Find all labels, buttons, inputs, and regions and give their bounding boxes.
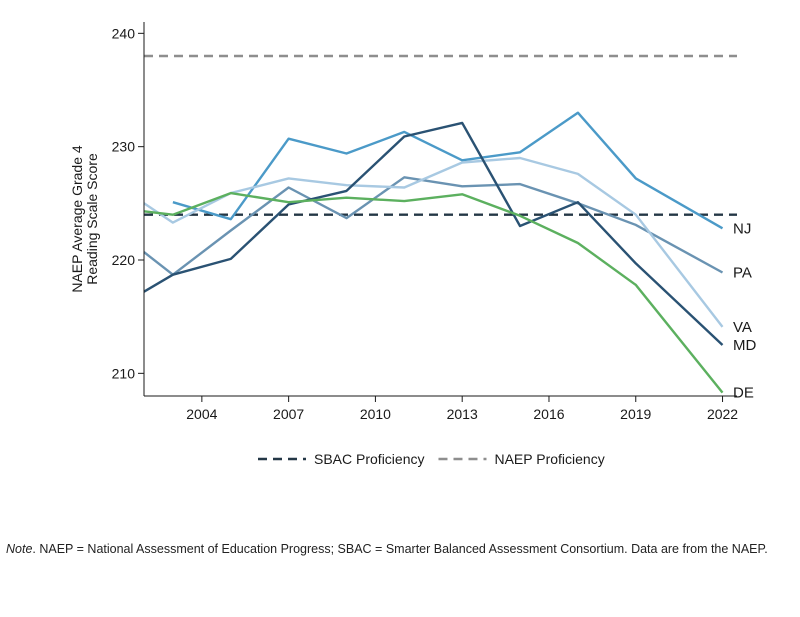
series-end-label-4: DE — [733, 385, 754, 402]
y-tick-label-3: 240 — [112, 25, 136, 41]
legend-label-1: NAEP Proficiency — [494, 451, 604, 467]
series-lines — [143, 111, 724, 394]
series-line-3 — [143, 121, 724, 346]
series-line-4 — [143, 191, 724, 394]
series-end-label-3: MD — [733, 337, 756, 354]
series-line-2 — [143, 156, 724, 328]
series-line-0 — [172, 111, 724, 230]
line-chart: 210 220 230 240 2004 2007 2010 2013 2016 2019 2022… — [69, 22, 756, 467]
series-end-label-2: VA — [733, 319, 752, 336]
legend-label-0: SBAC Proficiency — [314, 451, 424, 467]
y-axis-title-line-0: NAEP Average Grade 4 — [69, 145, 85, 293]
legend: SBAC Proficiency NAEP Proficiency — [258, 451, 605, 467]
y-tick-label-0: 210 — [112, 365, 136, 381]
note-text: . NAEP = National Assessment of Educatio… — [32, 542, 768, 556]
x-tick-label-5: 2019 — [620, 406, 651, 422]
y-axis-title: NAEP Average Grade 4Reading Scale Score — [69, 145, 100, 293]
x-tick-label-0: 2004 — [186, 406, 217, 422]
x-tick-label-4: 2016 — [533, 406, 564, 422]
x-tick-label-6: 2022 — [707, 406, 738, 422]
figure-note: Note. NAEP = National Assessment of Educ… — [6, 540, 796, 558]
y-axis-title-line-1: Reading Scale Score — [84, 153, 100, 285]
series-end-label-0: NJ — [733, 220, 751, 237]
note-prefix: Note — [6, 542, 33, 556]
reference-lines — [144, 54, 737, 216]
series-line-1 — [143, 176, 724, 276]
series-end-label-1: PA — [733, 264, 752, 281]
x-tick-label-2: 2010 — [360, 406, 391, 422]
y-tick-label-2: 230 — [112, 139, 136, 155]
y-tick-label-1: 220 — [112, 252, 136, 268]
x-tick-label-3: 2013 — [447, 406, 478, 422]
axes: 210 220 230 240 2004 2007 2010 2013 2016 2019 2022 — [112, 22, 738, 422]
x-tick-label-1: 2007 — [273, 406, 304, 422]
y-axis-title-text: NAEP Average Grade 4Reading Scale Score — [69, 145, 100, 293]
